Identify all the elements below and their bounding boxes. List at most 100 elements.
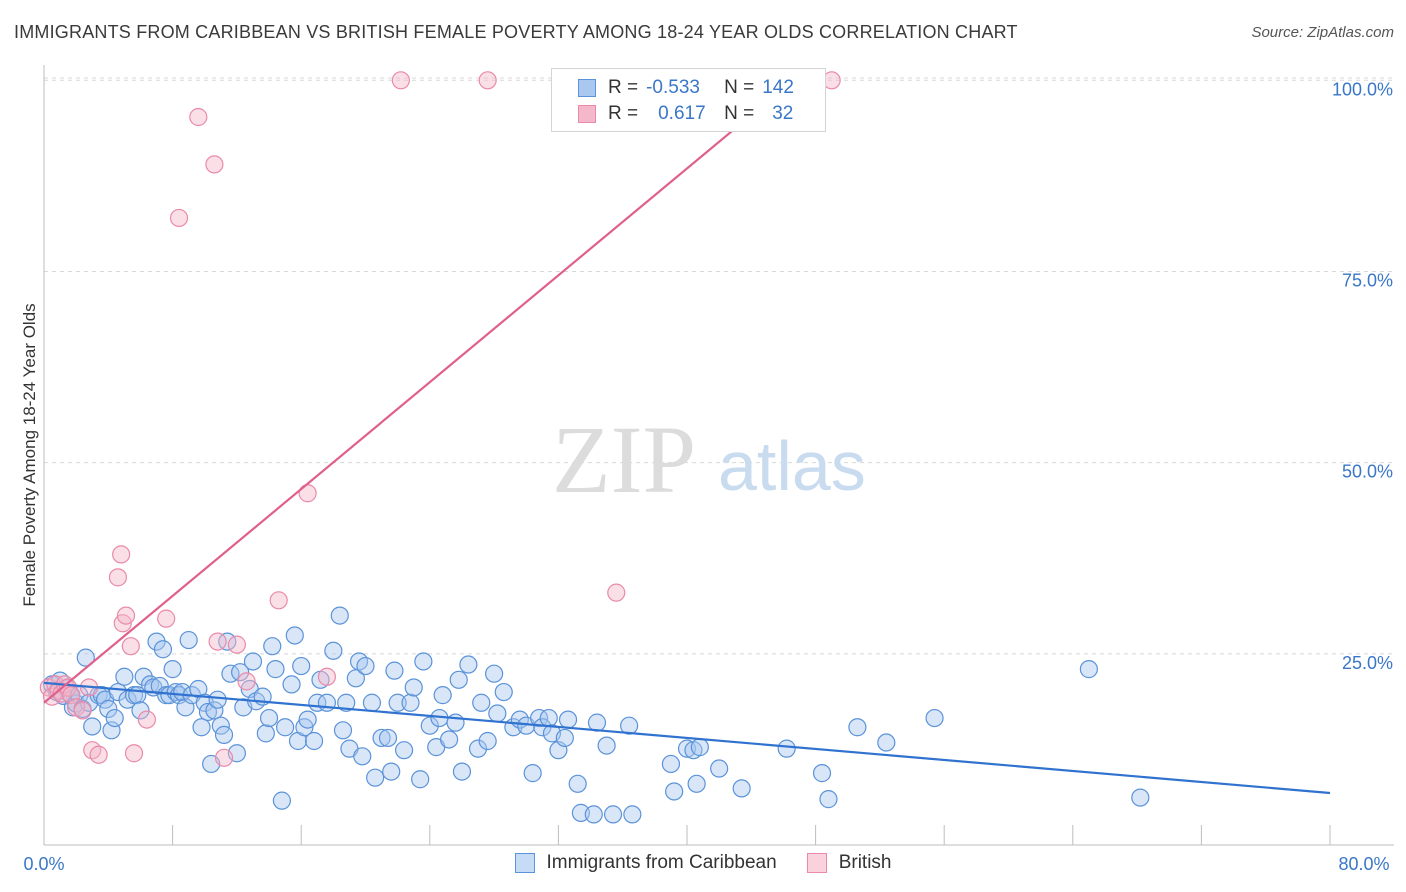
british-point xyxy=(157,609,176,628)
caribbean-point xyxy=(539,708,558,728)
caribbean-point xyxy=(472,693,491,712)
caribbean-point xyxy=(272,791,292,810)
british-trend-line xyxy=(43,79,794,704)
y-tick-label: 100.0% xyxy=(1332,79,1393,99)
caribbean-point xyxy=(150,676,169,696)
caribbean-point xyxy=(259,708,279,728)
caribbean-point xyxy=(587,713,607,732)
n-value-caribbean: 142 xyxy=(762,77,794,98)
british-point xyxy=(169,208,189,228)
caribbean-point xyxy=(1131,788,1150,807)
caribbean-point xyxy=(603,805,623,824)
x-tick-label: 0.0% xyxy=(23,854,64,874)
caribbean-swatch xyxy=(514,853,535,873)
caribbean-point xyxy=(732,779,751,798)
caribbean-point xyxy=(459,655,478,674)
british-point xyxy=(112,545,131,564)
british-point xyxy=(391,71,410,90)
legend-item-british[interactable]: British xyxy=(806,852,892,874)
caribbean-point xyxy=(285,626,304,645)
caribbean-point xyxy=(452,762,472,781)
caribbean-point xyxy=(449,670,468,689)
caribbean-point xyxy=(208,690,227,709)
caribbean-point xyxy=(661,754,681,774)
caribbean-point xyxy=(304,731,324,751)
caribbean-swatch xyxy=(578,79,596,97)
caribbean-point xyxy=(153,640,173,659)
british-point xyxy=(205,155,224,174)
watermark-atlas: atlas xyxy=(718,427,866,505)
caribbean-point xyxy=(333,721,353,740)
caribbean-point xyxy=(266,660,285,679)
legend-label-caribbean: Immigrants from Caribbean xyxy=(546,852,777,873)
x-tick-label: 80.0% xyxy=(1338,854,1389,874)
caribbean-point xyxy=(485,664,504,683)
british-swatch xyxy=(578,105,596,123)
caribbean-point xyxy=(282,675,301,694)
caribbean-point xyxy=(256,724,275,743)
caribbean-point xyxy=(439,730,459,749)
correlation-legend: R = -0.533 N = 142 R = 0.617 N = 32 xyxy=(551,68,826,132)
caribbean-point xyxy=(214,725,234,744)
caribbean-point xyxy=(298,710,317,729)
n-value-british: 32 xyxy=(772,103,794,124)
caribbean-point xyxy=(620,716,639,735)
caribbean-point xyxy=(263,637,282,656)
caribbean-point xyxy=(478,731,497,751)
caribbean-point xyxy=(848,718,867,737)
caribbean-point xyxy=(812,764,832,783)
caribbean-point xyxy=(388,693,407,712)
caribbean-point xyxy=(558,710,578,729)
caribbean-point xyxy=(568,774,587,793)
caribbean-point xyxy=(385,661,404,680)
caribbean-point xyxy=(163,660,182,679)
caribbean-point xyxy=(1079,660,1098,679)
caribbean-point xyxy=(118,690,137,709)
caribbean-point xyxy=(131,701,150,720)
british-point xyxy=(227,635,246,654)
caribbean-point xyxy=(414,652,433,671)
caribbean-point xyxy=(420,716,439,735)
british-point xyxy=(317,667,337,686)
watermark-zip: ZIP xyxy=(552,406,696,513)
british-point xyxy=(108,568,128,587)
caribbean-point xyxy=(523,764,542,783)
caribbean-point xyxy=(925,708,944,728)
r-label: R = xyxy=(608,77,639,98)
caribbean-trend-line xyxy=(43,681,1331,795)
y-tick-label: 25.0% xyxy=(1342,653,1393,673)
caribbean-point xyxy=(276,718,295,737)
caribbean-point xyxy=(292,656,311,676)
caribbean-point xyxy=(76,648,95,667)
caribbean-point xyxy=(83,717,102,736)
axes xyxy=(43,65,1394,846)
british-point xyxy=(208,632,227,651)
legend-label-british: British xyxy=(838,852,892,873)
british-point xyxy=(607,583,626,602)
caribbean-point xyxy=(584,805,603,824)
legend-row-caribbean: R = -0.533 N = 142 xyxy=(578,76,794,100)
legend-item-caribbean[interactable]: Immigrants from Caribbean xyxy=(514,852,777,874)
british-point xyxy=(269,591,288,610)
caribbean-point xyxy=(819,790,838,809)
british-point xyxy=(121,637,140,656)
r-label: R = xyxy=(608,103,639,124)
caribbean-point xyxy=(433,686,452,705)
caribbean-point xyxy=(777,739,796,758)
caribbean-point xyxy=(468,739,488,758)
caribbean-point xyxy=(411,770,430,789)
caribbean-point xyxy=(179,630,198,650)
caribbean-point xyxy=(687,774,706,793)
caribbean-point xyxy=(353,747,372,766)
caribbean-point xyxy=(356,656,375,676)
british-point xyxy=(237,672,256,691)
grid-lines xyxy=(44,77,1394,655)
chart-title: IMMIGRANTS FROM CARIBBEAN VS BRITISH FEM… xyxy=(14,22,1018,42)
caribbean-point xyxy=(192,718,211,737)
caribbean-point xyxy=(394,741,414,760)
legend-row-british: R = 0.617 N = 32 xyxy=(578,102,793,126)
british-point xyxy=(124,744,144,763)
caribbean-point xyxy=(488,704,507,723)
y-tick-label: 75.0% xyxy=(1342,270,1393,290)
